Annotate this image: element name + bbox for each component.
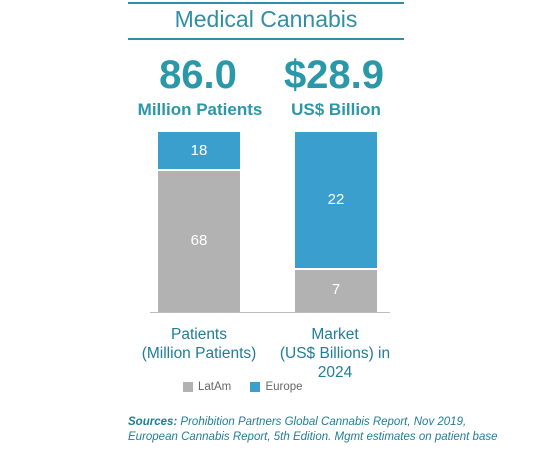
- legend-item-europe: Europe: [250, 381, 303, 393]
- sources-note: Sources: Prohibition Partners Global Can…: [128, 415, 518, 445]
- category-label-line: Market: [311, 326, 359, 343]
- sources-text: Prohibition Partners Global Cannabis Rep…: [128, 416, 498, 443]
- category-label-line: 2024: [317, 364, 353, 381]
- data-label-patients-latam: 68: [190, 231, 208, 249]
- legend-swatch-latam: [183, 382, 193, 392]
- chart-title: Medical Cannabis: [174, 6, 358, 32]
- sources-label: Sources:: [128, 416, 178, 428]
- legend-swatch-europe: [250, 382, 261, 392]
- patients-stat-value: 86.0: [159, 53, 237, 97]
- category-label-line: (US$ Billions) in: [279, 345, 391, 362]
- bar-market-europe: [295, 132, 377, 268]
- category-label-line: (Million Patients): [141, 345, 257, 362]
- data-label-patients-europe: 18: [190, 141, 208, 159]
- legend-item-latam: LatAm: [183, 381, 231, 393]
- top-rule: [128, 2, 404, 4]
- legend-label-europe: Europe: [265, 381, 303, 393]
- market-stat-value: $28.9: [283, 53, 385, 97]
- legend-label-latam: LatAm: [198, 381, 232, 393]
- category-label-market: Market (US$ Billions) in 2024: [260, 325, 410, 382]
- category-label-patients: Patients (Million Patients): [124, 325, 274, 363]
- legend: LatAm Europe: [183, 381, 319, 395]
- chart-baseline: [150, 312, 390, 313]
- patients-stat-unit: Million Patients: [137, 100, 263, 119]
- data-label-market-europe: 22: [327, 191, 345, 209]
- bar-patients-latam: [158, 170, 240, 312]
- market-stat-unit: US$ Billion: [291, 100, 381, 119]
- title-rule: [128, 38, 404, 40]
- bar-market-latam: [295, 269, 377, 312]
- bar-patients-europe: [158, 132, 240, 169]
- category-label-line: Patients: [170, 326, 227, 343]
- data-label-market-latam: 7: [331, 281, 341, 299]
